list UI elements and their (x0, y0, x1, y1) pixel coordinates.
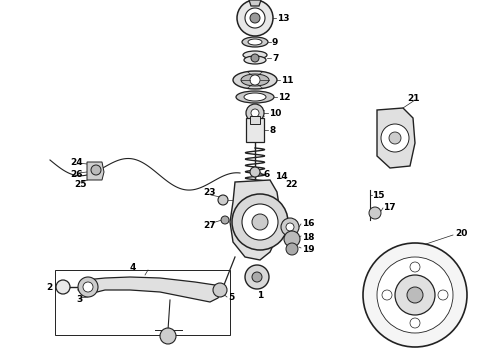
Text: 6: 6 (263, 170, 269, 179)
Circle shape (410, 262, 420, 272)
Circle shape (281, 218, 299, 236)
Ellipse shape (243, 51, 267, 59)
Circle shape (410, 318, 420, 328)
Ellipse shape (244, 56, 266, 64)
Circle shape (237, 0, 273, 36)
Ellipse shape (242, 37, 268, 47)
Text: 19: 19 (302, 244, 315, 253)
Ellipse shape (236, 91, 274, 103)
Circle shape (252, 214, 268, 230)
Text: 24: 24 (70, 158, 83, 166)
Circle shape (232, 194, 288, 250)
Circle shape (369, 207, 381, 219)
Text: 4: 4 (130, 264, 136, 273)
Circle shape (407, 287, 423, 303)
Circle shape (389, 132, 401, 144)
Text: 12: 12 (278, 93, 291, 102)
Text: 15: 15 (372, 190, 385, 199)
Circle shape (83, 282, 93, 292)
Text: 9: 9 (272, 37, 278, 46)
Circle shape (286, 243, 298, 255)
Polygon shape (87, 162, 104, 180)
Circle shape (381, 124, 409, 152)
Bar (246, 118, 264, 142)
Circle shape (395, 275, 435, 315)
Circle shape (252, 272, 262, 282)
Text: 7: 7 (272, 54, 278, 63)
Polygon shape (377, 108, 415, 168)
Text: 11: 11 (281, 76, 294, 85)
Ellipse shape (244, 93, 266, 101)
Text: 5: 5 (228, 293, 234, 302)
Circle shape (221, 216, 229, 224)
Circle shape (91, 165, 101, 175)
Circle shape (245, 8, 265, 28)
Text: 20: 20 (455, 229, 467, 238)
Ellipse shape (248, 39, 262, 45)
Text: 8: 8 (269, 126, 275, 135)
Circle shape (213, 283, 227, 297)
Text: 21: 21 (407, 94, 419, 103)
Bar (54, 270, 229, 334)
Text: 13: 13 (277, 14, 290, 23)
Circle shape (251, 109, 259, 117)
Text: 17: 17 (383, 202, 395, 212)
Circle shape (250, 75, 260, 85)
Circle shape (251, 54, 259, 62)
Circle shape (245, 265, 269, 289)
Circle shape (363, 243, 467, 347)
Text: 25: 25 (74, 180, 87, 189)
Ellipse shape (241, 74, 269, 86)
Text: 10: 10 (269, 108, 281, 117)
Text: 2: 2 (46, 283, 52, 292)
Polygon shape (230, 180, 280, 260)
Circle shape (382, 290, 392, 300)
Circle shape (242, 204, 278, 240)
Circle shape (284, 231, 300, 247)
Circle shape (438, 290, 448, 300)
Circle shape (218, 195, 228, 205)
Circle shape (250, 13, 260, 23)
Polygon shape (78, 277, 222, 302)
Text: 3: 3 (76, 294, 82, 303)
Circle shape (160, 328, 176, 344)
Bar (250, 116, 260, 124)
Circle shape (250, 167, 260, 177)
Circle shape (246, 104, 264, 122)
Circle shape (286, 223, 294, 231)
Text: 14: 14 (275, 171, 288, 180)
Circle shape (56, 280, 70, 294)
Circle shape (78, 277, 98, 297)
Text: 23: 23 (203, 188, 216, 197)
Text: 16: 16 (302, 219, 315, 228)
Text: 1: 1 (257, 291, 263, 300)
Text: 18: 18 (302, 233, 315, 242)
Circle shape (377, 257, 453, 333)
Text: 22: 22 (285, 180, 297, 189)
Ellipse shape (233, 71, 277, 89)
Polygon shape (249, 0, 261, 6)
Text: 26: 26 (70, 170, 82, 179)
Text: 27: 27 (203, 220, 216, 230)
